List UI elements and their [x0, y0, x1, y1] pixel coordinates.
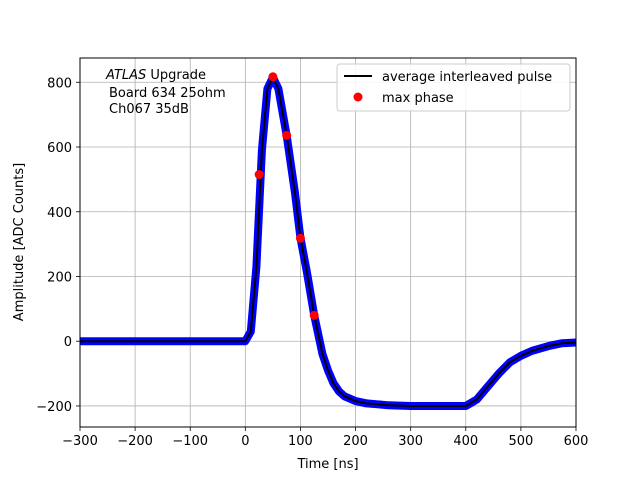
max-phase-point [295, 233, 305, 243]
max-phase-point [254, 170, 264, 180]
y-tick-label: 0 [64, 335, 72, 350]
max-phase-point [268, 72, 278, 82]
y-axis-label: Amplitude [ADC Counts] [12, 163, 27, 321]
x-tick-label: 400 [453, 434, 478, 449]
x-tick-label: 100 [288, 434, 313, 449]
annotation-line-2: Board 634 25ohm [109, 86, 226, 101]
x-axis-label: Time [ns] [296, 457, 358, 472]
x-tick-label: −200 [117, 434, 153, 449]
legend-label-max-phase: max phase [382, 91, 454, 106]
y-tick-label: 200 [47, 270, 72, 285]
axes-frame [79, 57, 577, 428]
y-tick-label: 600 [47, 141, 72, 156]
max-phase-point [282, 130, 292, 140]
x-tick-label: −100 [172, 434, 208, 449]
x-tick-label: −300 [62, 434, 98, 449]
legend-box [336, 63, 571, 112]
x-tick-label: 500 [508, 434, 533, 449]
plot-area [80, 72, 576, 410]
legend-dot-marker [353, 92, 363, 102]
annotation-line-3: Ch067 35dB [109, 102, 189, 117]
y-tick-label: 800 [47, 76, 72, 91]
y-tick-label: 400 [47, 206, 72, 221]
x-tick-label: 0 [241, 434, 249, 449]
y-tick-label: −200 [36, 400, 72, 415]
x-axis: −300 −200 −100 0 100 200 300 400 500 600 [62, 427, 588, 449]
x-tick-label: 600 [564, 434, 589, 449]
x-tick-label: 200 [343, 434, 368, 449]
y-axis: −200 0 200 400 600 800 [36, 76, 80, 415]
x-tick-label: 300 [398, 434, 423, 449]
legend-label-average: average interleaved pulse [382, 70, 552, 85]
legend: average interleaved pulse max phase [336, 63, 571, 112]
annotation: ATLAS Upgrade Board 634 25ohm Ch067 35dB [105, 68, 226, 117]
average-pulse-line [80, 76, 576, 407]
max-phase-point [309, 310, 319, 320]
annotation-line-1: ATLAS Upgrade [105, 68, 206, 83]
